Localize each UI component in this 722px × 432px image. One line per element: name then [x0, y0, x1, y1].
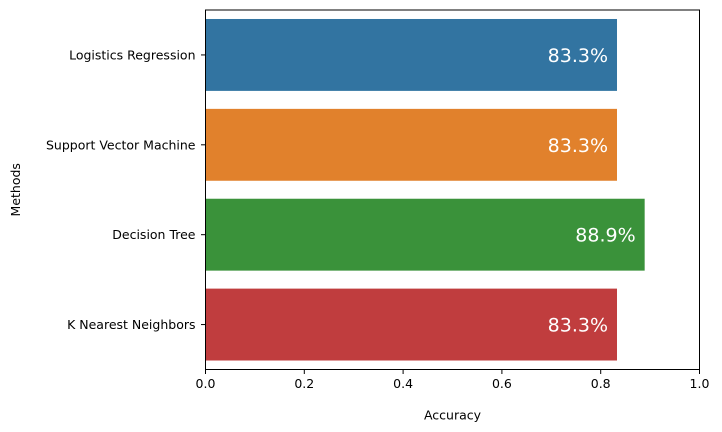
x-tick-label: 0.0	[196, 376, 216, 391]
y-tick-label: K Nearest Neighbors	[67, 317, 195, 332]
x-tick-label: 0.8	[591, 376, 611, 391]
bar	[205, 108, 618, 181]
y-axis-ticks: Logistics Regression Support Vector Machi…	[46, 47, 206, 332]
x-tick-label: 1.0	[690, 376, 710, 391]
bar-data-label: 88.9%	[575, 225, 635, 247]
x-axis-ticks: 0.0 0.2 0.4 0.6 0.8 1.0	[196, 369, 710, 391]
y-tick-label: Support Vector Machine	[46, 137, 196, 152]
x-tick-label: 0.6	[492, 376, 512, 391]
x-axis-label: Accuracy	[424, 408, 482, 423]
bar-data-label: 83.3%	[548, 315, 608, 337]
bar	[205, 198, 645, 271]
data-labels-group: 83.3% 83.3% 88.9% 83.3%	[548, 45, 636, 337]
bar-data-label: 83.3%	[548, 45, 608, 67]
x-tick-label: 0.4	[393, 376, 413, 391]
bar	[205, 18, 618, 91]
y-axis-label: Methods	[8, 163, 23, 216]
bar-data-label: 83.3%	[548, 135, 608, 157]
y-tick-label: Decision Tree	[112, 227, 196, 242]
x-tick-label: 0.2	[294, 376, 314, 391]
bars-group	[205, 18, 645, 361]
bar	[205, 288, 618, 361]
plot-frame	[205, 9, 700, 370]
y-tick-label: Logistics Regression	[69, 47, 195, 62]
